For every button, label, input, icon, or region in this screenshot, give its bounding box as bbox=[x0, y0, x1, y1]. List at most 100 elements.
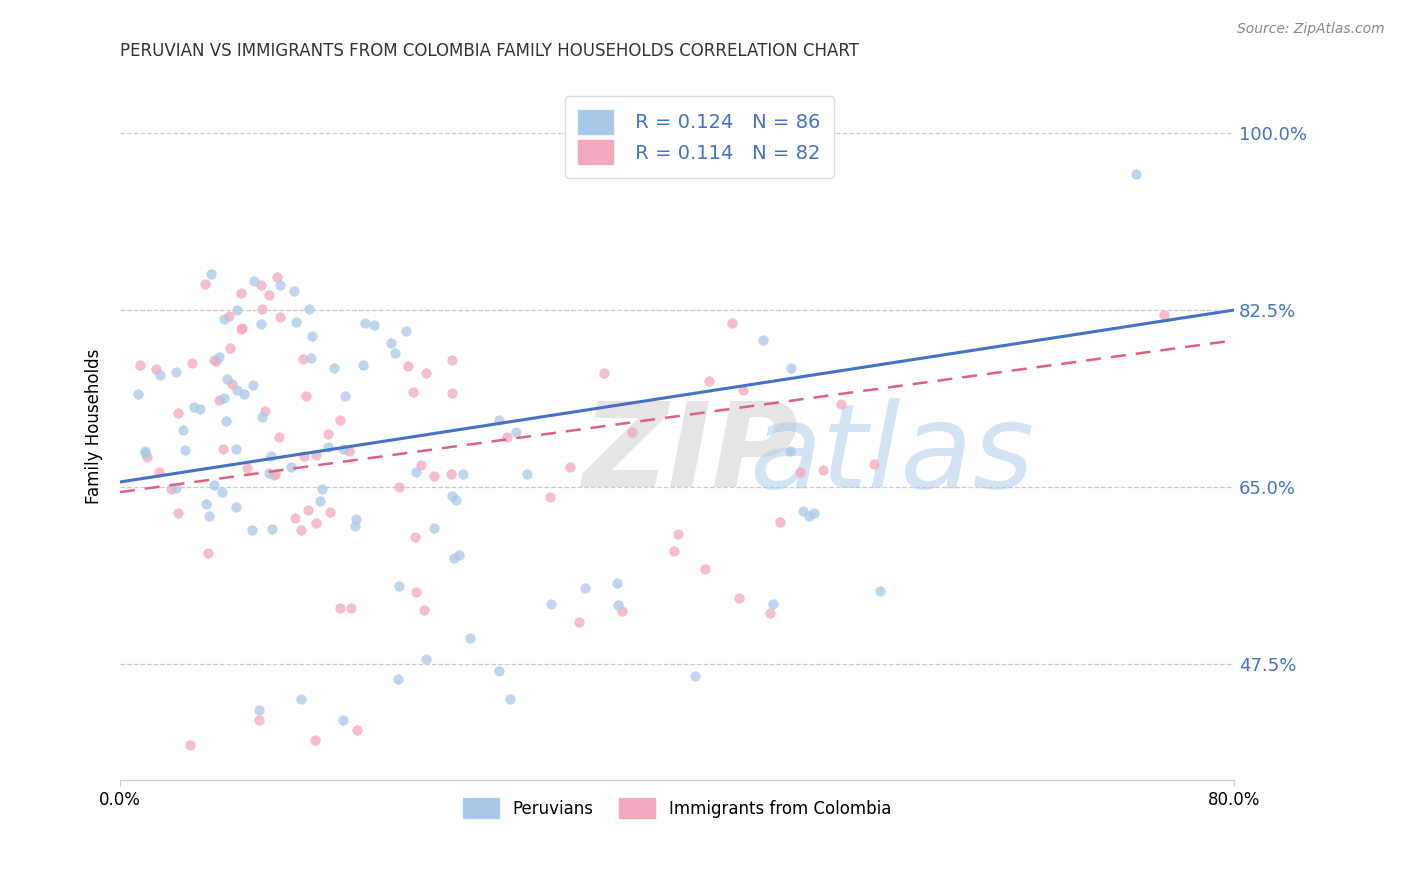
Point bbox=[233, 386, 256, 401]
Point bbox=[260, 522, 283, 536]
Point bbox=[269, 277, 291, 292]
Point bbox=[215, 414, 238, 428]
Point bbox=[231, 285, 253, 300]
Point bbox=[208, 393, 231, 408]
Point bbox=[540, 598, 562, 612]
Point bbox=[212, 391, 235, 405]
Point bbox=[568, 615, 591, 629]
Point bbox=[496, 430, 519, 444]
Point bbox=[789, 465, 811, 479]
Point bbox=[235, 461, 257, 475]
Point bbox=[260, 449, 283, 463]
Point bbox=[415, 366, 437, 380]
Point bbox=[460, 631, 482, 645]
Point bbox=[264, 467, 287, 482]
Point bbox=[301, 328, 323, 343]
Point bbox=[720, 316, 742, 330]
Point bbox=[662, 544, 685, 558]
Point bbox=[453, 467, 475, 482]
Point bbox=[148, 465, 170, 479]
Point bbox=[205, 353, 228, 368]
Point bbox=[488, 664, 510, 678]
Point bbox=[165, 481, 187, 495]
Point bbox=[697, 375, 720, 389]
Legend: Peruvians, Immigrants from Colombia: Peruvians, Immigrants from Colombia bbox=[456, 791, 897, 825]
Point bbox=[333, 389, 356, 403]
Point bbox=[318, 440, 340, 454]
Point bbox=[179, 738, 201, 752]
Point bbox=[441, 352, 464, 367]
Point bbox=[340, 601, 363, 615]
Point bbox=[202, 477, 225, 491]
Point bbox=[240, 524, 263, 538]
Point bbox=[292, 351, 315, 366]
Point bbox=[218, 310, 240, 324]
Point bbox=[202, 353, 225, 368]
Point bbox=[211, 485, 233, 500]
Point bbox=[388, 480, 411, 494]
Point bbox=[395, 324, 418, 338]
Point bbox=[415, 652, 437, 666]
Point bbox=[200, 268, 222, 282]
Point bbox=[752, 334, 775, 348]
Point bbox=[304, 732, 326, 747]
Point bbox=[803, 506, 825, 520]
Point bbox=[225, 500, 247, 514]
Point bbox=[444, 492, 467, 507]
Point bbox=[779, 360, 801, 375]
Point bbox=[283, 284, 305, 298]
Point bbox=[811, 463, 834, 477]
Point bbox=[606, 575, 628, 590]
Point bbox=[145, 362, 167, 376]
Point bbox=[309, 494, 332, 508]
Point bbox=[761, 597, 783, 611]
Point bbox=[197, 508, 219, 523]
Point bbox=[219, 341, 242, 355]
Point bbox=[305, 516, 328, 530]
Point bbox=[731, 383, 754, 397]
Point bbox=[266, 270, 288, 285]
Point bbox=[290, 692, 312, 706]
Point bbox=[405, 585, 427, 599]
Point bbox=[728, 591, 751, 605]
Point bbox=[769, 515, 792, 529]
Point bbox=[181, 356, 204, 370]
Point bbox=[231, 321, 253, 335]
Point bbox=[212, 442, 235, 456]
Point bbox=[197, 546, 219, 560]
Point bbox=[423, 469, 446, 483]
Point bbox=[172, 423, 194, 437]
Point bbox=[298, 301, 321, 316]
Point bbox=[1153, 308, 1175, 322]
Point bbox=[558, 459, 581, 474]
Point bbox=[247, 713, 270, 727]
Point bbox=[252, 302, 274, 317]
Point bbox=[167, 507, 190, 521]
Point bbox=[243, 274, 266, 288]
Point bbox=[322, 360, 344, 375]
Point bbox=[269, 310, 291, 324]
Point bbox=[792, 504, 814, 518]
Point bbox=[285, 315, 308, 329]
Point bbox=[297, 503, 319, 517]
Point bbox=[226, 303, 249, 318]
Point bbox=[759, 607, 782, 621]
Text: PERUVIAN VS IMMIGRANTS FROM COLOMBIA FAMILY HOUSEHOLDS CORRELATION CHART: PERUVIAN VS IMMIGRANTS FROM COLOMBIA FAM… bbox=[120, 42, 859, 60]
Point bbox=[194, 497, 217, 511]
Point bbox=[299, 351, 322, 366]
Point bbox=[129, 358, 152, 372]
Point bbox=[1125, 167, 1147, 181]
Point bbox=[267, 429, 290, 443]
Point bbox=[621, 425, 644, 440]
Point bbox=[447, 549, 470, 563]
Point bbox=[165, 365, 187, 379]
Point bbox=[683, 669, 706, 683]
Point bbox=[231, 321, 253, 335]
Point bbox=[505, 425, 527, 439]
Point bbox=[311, 482, 333, 496]
Point bbox=[173, 443, 195, 458]
Point bbox=[250, 409, 273, 424]
Point bbox=[134, 444, 156, 458]
Point bbox=[259, 288, 281, 302]
Point bbox=[402, 385, 425, 400]
